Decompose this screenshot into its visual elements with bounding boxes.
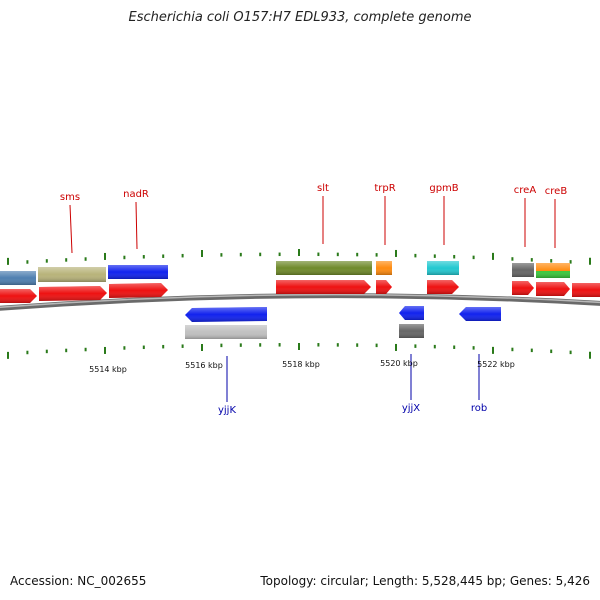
gene-label-rob: rob	[471, 403, 487, 414]
gene-label-gpmB: gpmB	[429, 183, 458, 194]
scale-label: 5518 kbp	[282, 360, 320, 369]
accession-label: Accession: NC_002655	[10, 574, 147, 588]
scale-labels: 5514 kbp 5516 kbp 5518 kbp 5520 kbp 5522…	[89, 359, 515, 374]
top-gene-labels: sms nadR slt trpR gpmB creA creB	[60, 183, 568, 254]
gene-label-creA: creA	[514, 185, 537, 196]
genome-title: Escherichia coli O157:H7 EDL933, complet…	[128, 10, 472, 25]
gene-label-creB: creB	[545, 186, 568, 197]
scale-label: 5514 kbp	[89, 365, 127, 374]
feature-track-top	[0, 261, 570, 285]
scale-label: 5522 kbp	[477, 360, 515, 369]
scale-label: 5516 kbp	[185, 361, 223, 370]
gene-label-sms: sms	[60, 192, 80, 203]
reverse-cds-track	[185, 306, 501, 339]
gene-label-slt: slt	[317, 183, 329, 194]
forward-cds-track	[0, 280, 600, 303]
tick-row-bottom	[7, 343, 591, 359]
tick-row-top	[7, 249, 591, 265]
scale-label: 5520 kbp	[380, 359, 418, 368]
gene-label-trpR: trpR	[374, 183, 395, 194]
genome-backbone	[0, 293, 600, 311]
gene-label-nadR: nadR	[123, 189, 149, 200]
gene-label-yjjX: yjjX	[402, 403, 420, 414]
genome-summary: Topology: circular; Length: 5,528,445 bp…	[260, 574, 590, 588]
bottom-gene-labels: yjjK yjjX rob	[218, 354, 487, 416]
gene-label-yjjK: yjjK	[218, 405, 236, 416]
